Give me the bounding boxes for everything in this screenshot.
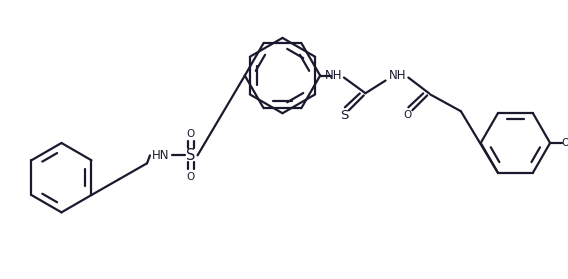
Text: S: S [186, 148, 195, 163]
Text: O: O [403, 110, 411, 120]
Text: NH: NH [325, 69, 343, 82]
Text: NH: NH [389, 69, 406, 82]
Text: O: O [562, 138, 568, 148]
Text: O: O [186, 172, 195, 182]
Text: O: O [186, 129, 195, 139]
Text: S: S [340, 109, 348, 122]
Text: HN: HN [152, 149, 170, 162]
